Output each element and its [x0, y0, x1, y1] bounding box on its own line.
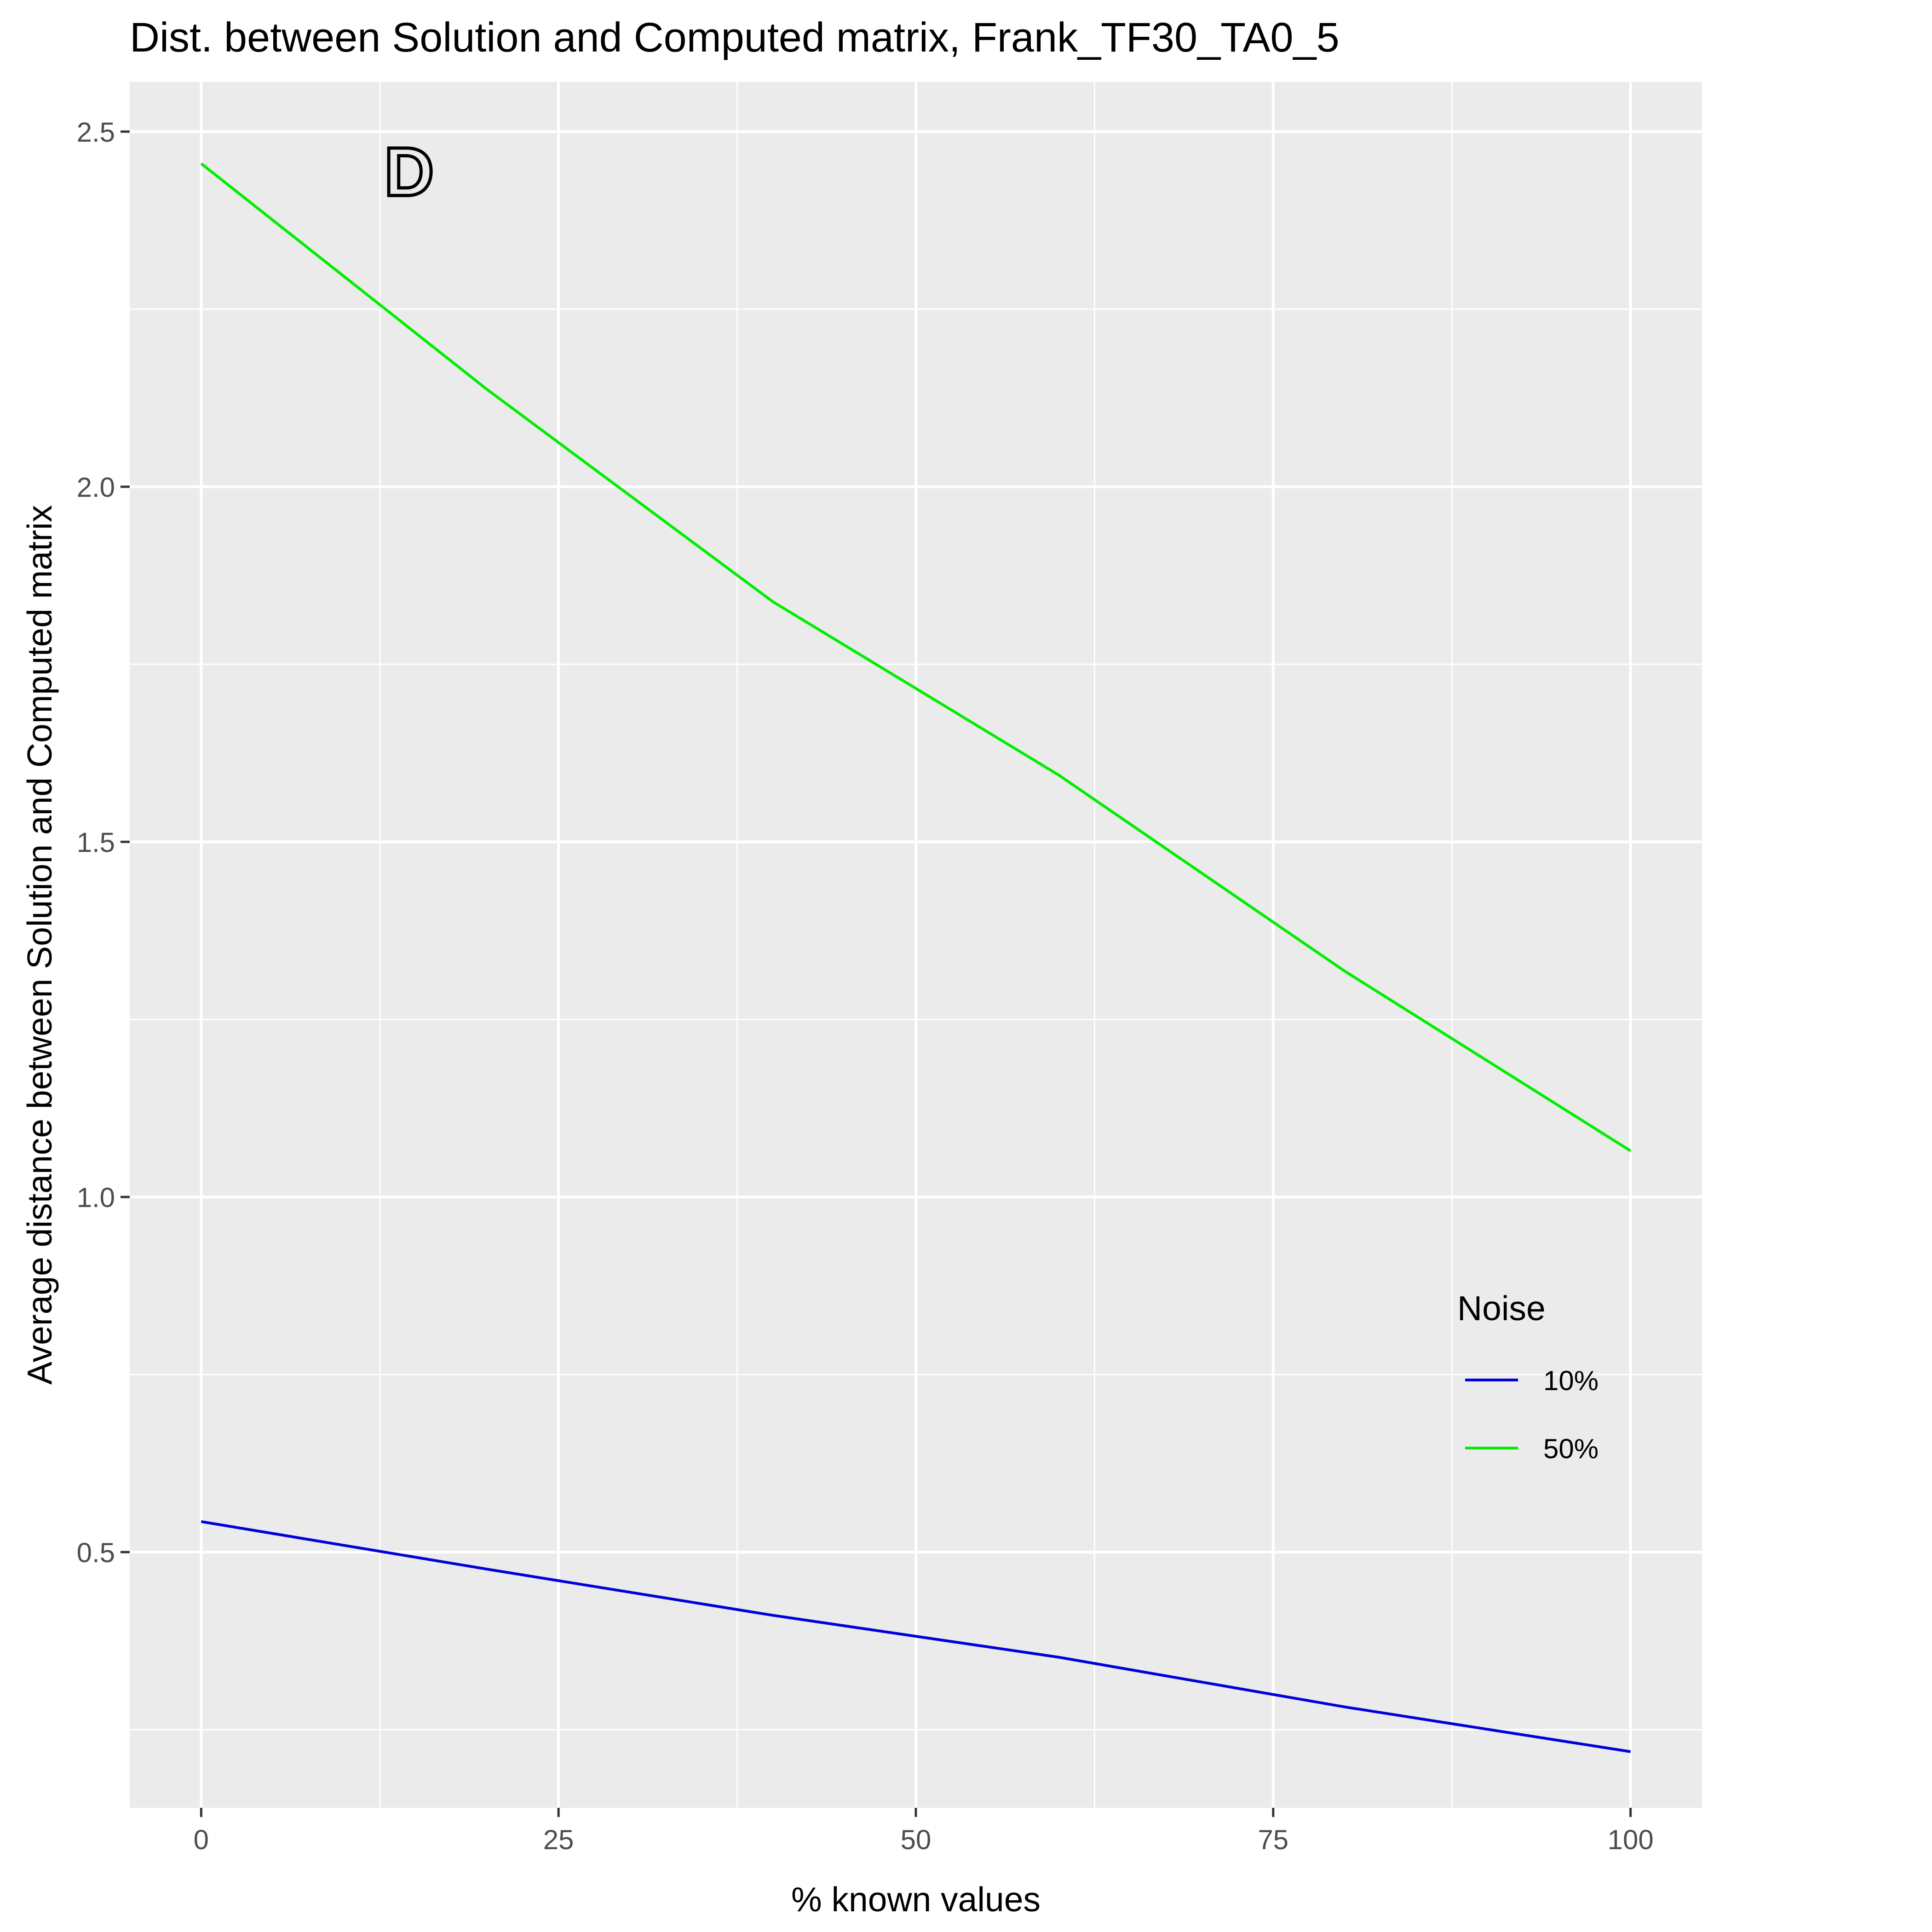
y-tick-label: 1.0: [77, 1182, 115, 1213]
legend-label: 50%: [1543, 1433, 1598, 1464]
legend: Noise 10% 50%: [1457, 1289, 1598, 1464]
x-tick-label: 100: [1608, 1824, 1654, 1855]
x-tick-label: 75: [1258, 1824, 1288, 1855]
x-axis-title: % known values: [791, 1880, 1041, 1919]
chart-title: Dist. between Solution and Computed matr…: [130, 15, 1340, 61]
series-lines: [200, 162, 1632, 1753]
panel-label: D: [384, 133, 434, 210]
legend-label: 10%: [1543, 1365, 1598, 1396]
series-line-50pct: [200, 162, 1632, 1152]
series-line-10pct: [201, 1520, 1631, 1753]
y-tick-label: 1.5: [77, 827, 115, 858]
x-tick-label: 50: [901, 1824, 932, 1855]
y-tick-label: 2.0: [77, 472, 115, 503]
y-tick-label: 2.5: [77, 117, 115, 148]
y-tick-label: 0.5: [77, 1537, 115, 1568]
x-tick-label: 0: [194, 1824, 209, 1855]
x-tick-label: 25: [543, 1824, 574, 1855]
x-axis: 0 25 50 75 100: [194, 1808, 1654, 1855]
y-axis-title: Average distance between Solution and Co…: [20, 505, 59, 1385]
y-axis: 0.5 1.0 1.5 2.0 2.5: [77, 117, 130, 1568]
legend-title: Noise: [1457, 1289, 1546, 1328]
